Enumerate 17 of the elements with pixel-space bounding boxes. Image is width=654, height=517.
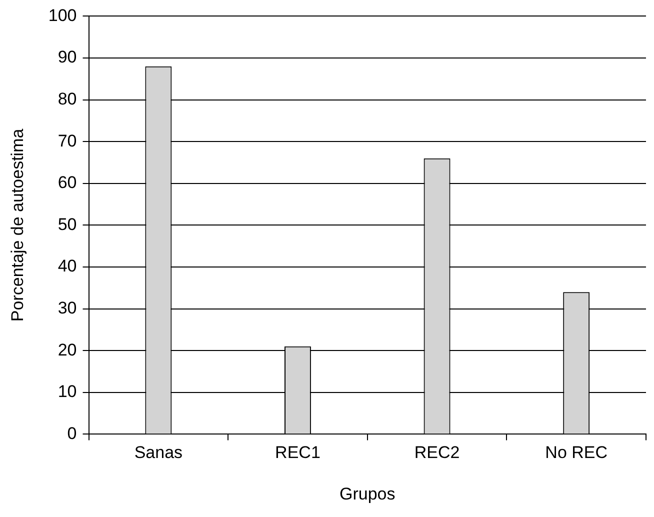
y-tick-label: 20 [58, 340, 77, 360]
y-tick-label: 30 [58, 298, 77, 318]
y-tick-label: 50 [58, 214, 77, 234]
y-tick-label: 60 [58, 173, 77, 192]
x-tick-label: REC1 [275, 443, 320, 462]
y-tick-label: 70 [58, 131, 77, 150]
y-axis-title: Porcentaje de autoestima [8, 128, 27, 322]
y-tick-label: 10 [58, 382, 77, 402]
x-tick-label: REC2 [414, 443, 460, 462]
y-tick-label: 80 [58, 89, 77, 108]
x-axis-title: Grupos [340, 484, 396, 504]
x-tick-label: No REC [545, 443, 608, 462]
x-tick-label: Sanas [134, 443, 183, 462]
y-tick-label: 100 [48, 6, 77, 25]
y-tick-label: 0 [67, 424, 77, 443]
y-tick-label: 90 [58, 48, 77, 67]
y-tick-label: 40 [58, 256, 77, 276]
